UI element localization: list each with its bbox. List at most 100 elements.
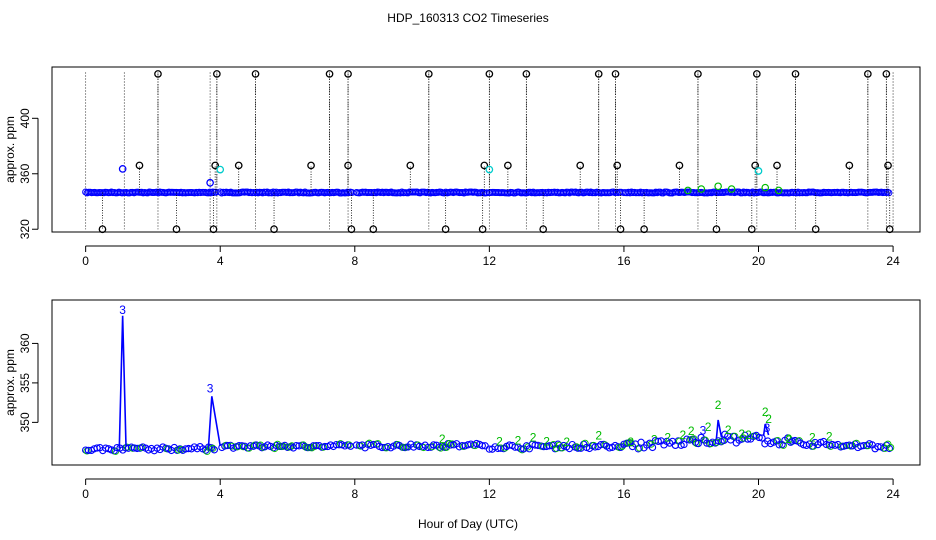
top-blue-point	[885, 189, 893, 197]
bottom-green-point	[288, 442, 296, 450]
top-black-point	[485, 70, 494, 78]
top-x-tick-label: 8	[351, 254, 358, 268]
bottom-y-tick-label: 355	[18, 373, 32, 393]
top-black-point	[576, 161, 585, 170]
bottom-green-point	[357, 442, 365, 450]
top-black-point	[344, 161, 352, 170]
bottom-green-label: 2	[688, 424, 695, 438]
bottom-green-point	[382, 444, 390, 452]
bottom-spike-label: 3	[764, 421, 771, 435]
top-y-tick-label: 360	[18, 163, 32, 183]
bottom-green-label: 2	[785, 432, 792, 446]
bottom-green-label: 2	[627, 435, 634, 449]
top-black-point	[213, 70, 221, 78]
bottom-blue-point	[744, 435, 752, 443]
bottom-green-label: 2	[738, 427, 745, 441]
bottom-green-label: 2	[762, 405, 769, 419]
top-black-point	[712, 225, 721, 234]
bottom-spike-line	[207, 396, 222, 448]
top-black-point	[478, 225, 487, 234]
bottom-y-axis-label: approx. ppm	[3, 349, 17, 416]
top-black-point	[98, 225, 107, 234]
bottom-blue-point	[637, 438, 645, 446]
bottom-green-point	[590, 441, 598, 449]
bottom-blue-point	[677, 441, 685, 449]
top-black-point	[747, 225, 756, 234]
figure-title: HDP_160313 CO2 Timeseries	[387, 11, 548, 25]
top-black-point	[209, 225, 218, 234]
bottom-blue-point	[517, 445, 525, 453]
bottom-x-tick-label: 4	[217, 487, 224, 501]
top-black-point	[845, 161, 854, 170]
top-black-point	[270, 225, 278, 234]
bottom-spike-line	[715, 419, 723, 439]
top-black-point	[752, 70, 761, 78]
top-black-point	[211, 161, 220, 170]
top-black-point	[480, 161, 489, 170]
bottom-blue-point	[545, 442, 554, 450]
bottom-blue-point	[93, 444, 101, 452]
bottom-green-label: 2	[745, 428, 752, 442]
bottom-green-label: 2	[595, 429, 602, 443]
top-black-point	[135, 161, 144, 170]
bottom-green-point	[731, 432, 739, 440]
top-black-point	[522, 70, 531, 78]
bottom-blue-point	[614, 443, 622, 451]
top-black-point	[347, 225, 356, 234]
bottom-green-point	[233, 443, 242, 451]
top-black-point	[325, 70, 334, 78]
bottom-green-point	[174, 446, 183, 454]
top-black-point	[640, 225, 648, 234]
bottom-green-label: 2	[543, 434, 550, 448]
bottom-green-label: 2	[439, 432, 446, 446]
top-cyan-point	[754, 167, 763, 175]
top-black-point	[773, 161, 781, 170]
top-green-point	[774, 186, 783, 195]
bottom-x-tick-label: 8	[351, 487, 358, 501]
top-black-point	[251, 70, 260, 78]
top-black-point	[882, 70, 891, 78]
bottom-green-label: 2	[809, 430, 816, 444]
top-x-tick-label: 4	[217, 254, 224, 268]
bottom-blue-point	[210, 446, 218, 454]
top-y-tick-label: 320	[18, 219, 32, 239]
top-black-point	[504, 161, 512, 170]
bottom-y-tick-label: 350	[18, 412, 32, 432]
top-black-point	[424, 70, 433, 78]
bottom-green-point	[864, 442, 872, 450]
bottom-blue-point	[786, 438, 795, 446]
top-black-point	[611, 70, 620, 78]
bottom-green-label: 2	[496, 434, 503, 448]
top-x-tick-label: 16	[617, 254, 631, 268]
top-black-point	[791, 70, 800, 78]
top-blue-spike-point	[118, 165, 127, 173]
top-x-tick-label: 0	[82, 254, 89, 268]
bottom-blue-point	[424, 443, 432, 452]
bottom-green-point	[518, 446, 526, 454]
top-y-tick-label: 400	[18, 108, 32, 128]
bottom-green-label: 2	[765, 412, 772, 426]
bottom-spike-line	[118, 315, 127, 449]
top-black-point	[172, 225, 181, 234]
top-blue-spike-point	[206, 178, 214, 187]
top-green-point	[697, 185, 706, 193]
top-black-point	[751, 161, 759, 170]
bottom-green-label: 2	[715, 398, 722, 412]
bottom-spike-label: 3	[119, 303, 126, 317]
bottom-green-label: 2	[651, 433, 658, 447]
top-black-point	[406, 161, 415, 170]
bottom-spike-label: 3	[700, 424, 707, 438]
bottom-green-label: 2	[826, 430, 833, 444]
bottom-green-point	[445, 440, 453, 448]
bottom-green-point	[209, 444, 217, 452]
bottom-blue-point	[775, 441, 783, 449]
top-black-point	[539, 225, 548, 234]
bottom-green-point	[365, 439, 373, 447]
bottom-blue-point	[885, 444, 894, 453]
bottom-green-point	[774, 437, 782, 445]
bottom-green-point	[414, 441, 422, 449]
top-black-point	[675, 161, 684, 170]
bottom-x-tick-label: 24	[886, 487, 900, 501]
